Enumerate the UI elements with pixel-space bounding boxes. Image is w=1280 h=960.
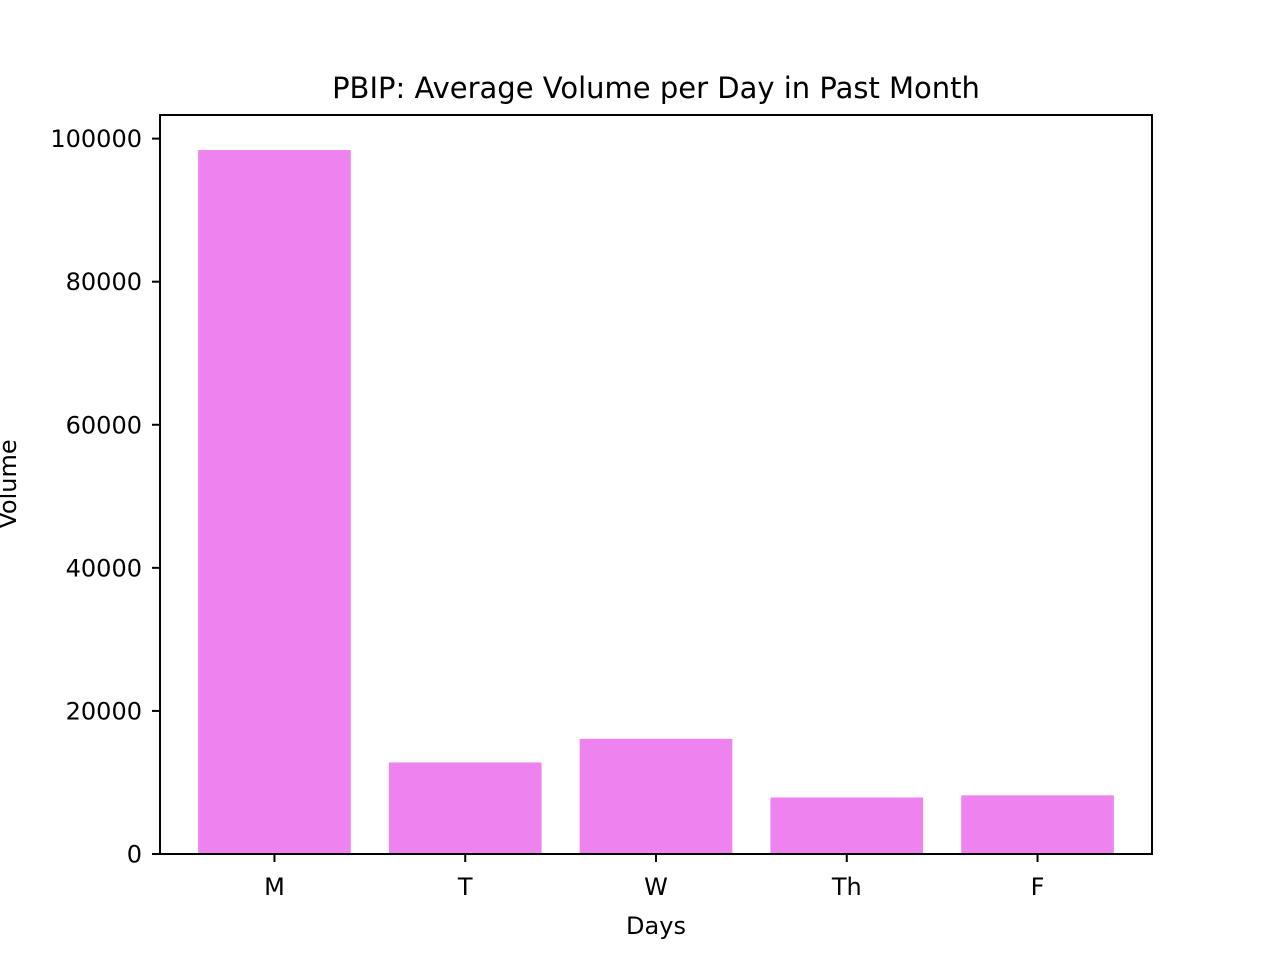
- y-tick-label: 80000: [66, 268, 142, 296]
- chart-title: PBIP: Average Volume per Day in Past Mon…: [332, 71, 980, 105]
- y-tick-label: 20000: [66, 697, 142, 725]
- bar-m: [198, 150, 351, 855]
- bar-f: [961, 795, 1114, 854]
- x-tick-label-th: Th: [831, 873, 862, 901]
- y-tick-label: 40000: [66, 554, 142, 582]
- bar-th: [770, 797, 924, 854]
- y-tick-label: 60000: [66, 411, 142, 439]
- x-tick-label-w: W: [644, 873, 668, 901]
- bar-t: [388, 762, 542, 854]
- bars-group: [198, 150, 1114, 855]
- y-axis-title: Volume: [0, 439, 22, 528]
- x-tick-label-t: T: [457, 873, 473, 901]
- x-axis: M T W Th F: [264, 854, 1044, 901]
- bar-w: [579, 738, 733, 854]
- x-tick-label-m: M: [264, 873, 285, 901]
- x-tick-label-f: F: [1031, 873, 1045, 901]
- plot-area: [159, 114, 1153, 855]
- y-tick-label: 100000: [50, 125, 142, 153]
- y-tick-label: 0: [127, 841, 142, 869]
- x-axis-title: Days: [626, 912, 686, 940]
- y-axis: 0 20000 40000 60000 80000 100000: [50, 125, 160, 869]
